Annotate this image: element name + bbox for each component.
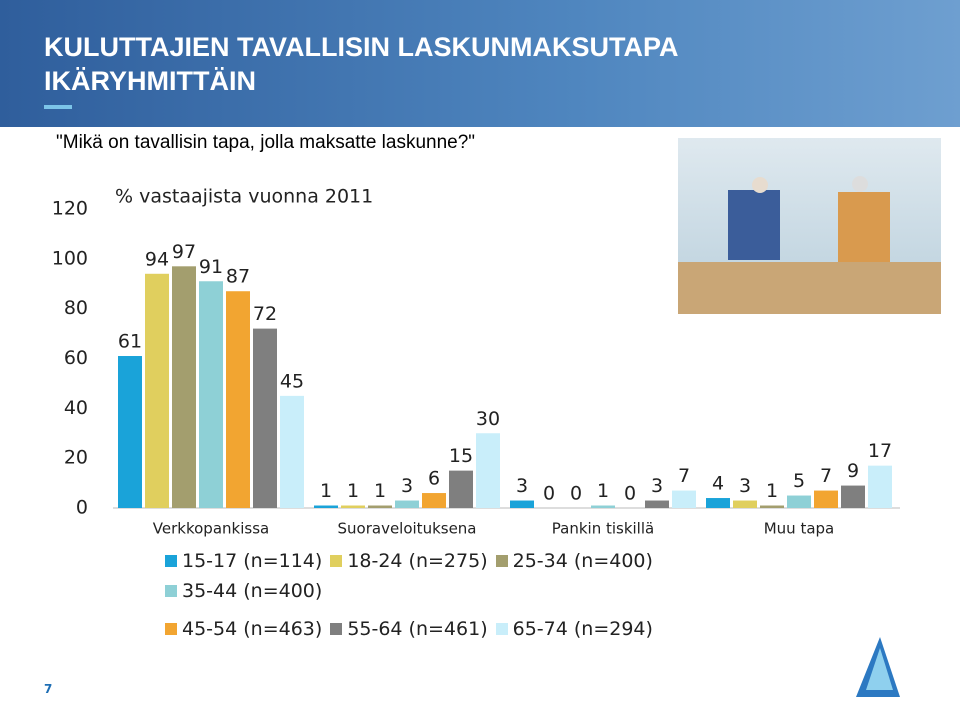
data-label: 3 <box>651 475 663 497</box>
bar <box>814 490 838 508</box>
legend-label: 45-54 (n=463) <box>182 618 323 640</box>
data-label: 7 <box>678 465 690 487</box>
bar <box>733 500 757 508</box>
legend-item: 55-64 (n=461) <box>330 618 488 640</box>
legend-item: 25-34 (n=400) <box>495 550 653 572</box>
data-label: 7 <box>820 465 832 487</box>
y-tick-label: 20 <box>64 447 88 469</box>
bar <box>760 505 784 508</box>
legend-swatch <box>495 555 508 567</box>
bar <box>341 505 365 508</box>
legend-item: 45-54 (n=463) <box>165 618 322 640</box>
legend-swatch <box>330 555 343 567</box>
legend-swatch <box>165 555 177 567</box>
data-label: 72 <box>253 303 277 325</box>
legend-label: 55-64 (n=461) <box>347 618 488 640</box>
x-tick-label: Muu tapa <box>764 520 835 538</box>
legend-item: 15-17 (n=114) <box>165 550 322 572</box>
bar <box>280 395 304 508</box>
y-tick-label: 60 <box>64 347 88 369</box>
legend-swatch <box>330 623 343 635</box>
bar <box>422 493 446 508</box>
legend-label: 65-74 (n=294) <box>512 618 653 640</box>
photo <box>678 138 941 314</box>
bar <box>449 470 473 508</box>
bar <box>118 356 142 508</box>
legend-swatch <box>165 623 177 635</box>
y-tick-label: 40 <box>64 397 88 419</box>
data-label: 1 <box>374 480 386 502</box>
data-label: 1 <box>347 480 359 502</box>
page-number: 7 <box>44 682 53 696</box>
data-label: 3 <box>739 475 751 497</box>
data-label: 0 <box>624 483 636 505</box>
data-label: 15 <box>449 445 473 467</box>
legend-item: 18-24 (n=275) <box>330 550 488 572</box>
data-label: 1 <box>766 480 778 502</box>
legend-label: 15-17 (n=114) <box>182 550 323 572</box>
data-label: 3 <box>401 475 413 497</box>
bar <box>841 485 865 508</box>
bar <box>253 328 277 508</box>
y-tick-label: 80 <box>64 297 88 319</box>
chart-subtitle: % vastaajista vuonna 2011 <box>115 186 373 208</box>
legend: 15-17 (n=114) 18-24 (n=275) 25-34 (n=400) 3… <box>165 550 825 640</box>
legend-label: 25-34 (n=400) <box>512 550 653 572</box>
data-label: 45 <box>280 370 304 392</box>
bar <box>199 281 223 508</box>
data-label: 0 <box>570 483 582 505</box>
data-label: 0 <box>543 483 555 505</box>
data-label: 1 <box>320 480 332 502</box>
data-label: 4 <box>712 473 724 495</box>
data-label: 94 <box>145 248 169 270</box>
legend-label: 35-44 (n=400) <box>182 580 323 602</box>
question: "Mikä on tavallisin tapa, jolla maksatte… <box>56 132 476 153</box>
title-rule <box>44 105 72 109</box>
bar <box>314 505 338 508</box>
legend-swatch <box>165 585 177 597</box>
y-tick-label: 120 <box>52 198 88 220</box>
x-tick-label: Suoraveloituksena <box>338 520 477 538</box>
legend-swatch <box>495 623 508 635</box>
data-label: 9 <box>847 460 859 482</box>
bar <box>172 266 196 508</box>
slide-title: KULUTTAJIEN TAVALLISIN LASKUNMAKSUTAPA I… <box>44 32 678 96</box>
bar <box>787 495 811 508</box>
legend-label: 18-24 (n=275) <box>347 550 488 572</box>
data-label: 91 <box>199 256 223 278</box>
x-tick-label: Verkkopankissa <box>153 520 269 538</box>
bar <box>510 500 534 508</box>
logo <box>856 637 900 697</box>
data-label: 61 <box>118 331 142 353</box>
bar <box>706 498 730 508</box>
bar <box>868 465 892 508</box>
bar <box>395 500 419 508</box>
data-label: 97 <box>172 241 196 263</box>
bar <box>645 500 669 508</box>
data-label: 1 <box>597 480 609 502</box>
bar <box>368 505 392 508</box>
bar <box>226 291 250 508</box>
data-label: 30 <box>476 408 500 430</box>
bar <box>145 273 169 508</box>
header-band <box>0 0 960 127</box>
data-label: 17 <box>868 440 892 462</box>
x-tick-label: Pankin tiskillä <box>552 520 654 538</box>
y-tick-label: 0 <box>76 497 88 519</box>
y-tick-label: 100 <box>52 247 88 269</box>
legend-item: 35-44 (n=400) <box>165 580 322 602</box>
bar <box>476 433 500 508</box>
data-label: 3 <box>516 475 528 497</box>
bar <box>672 490 696 508</box>
legend-item: 65-74 (n=294) <box>495 618 653 640</box>
data-label: 87 <box>226 266 250 288</box>
data-label: 5 <box>793 470 805 492</box>
bar <box>591 505 615 508</box>
data-label: 6 <box>428 468 440 490</box>
